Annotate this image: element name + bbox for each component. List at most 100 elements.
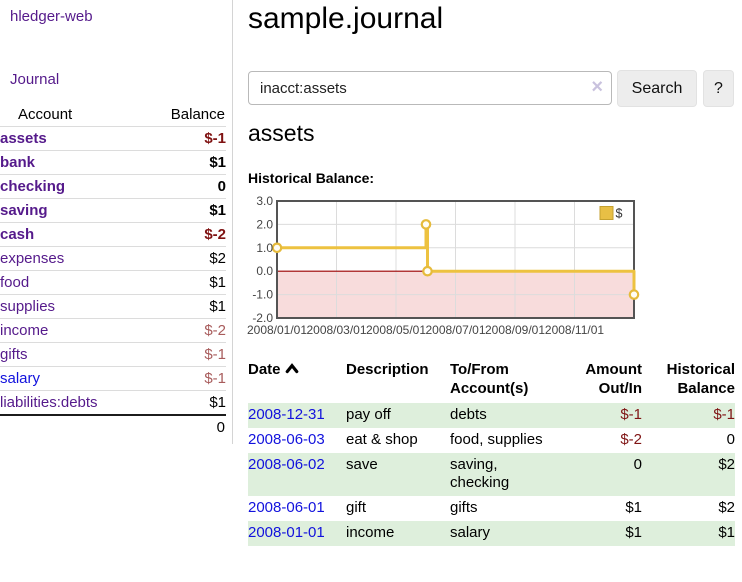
account-balance: $-1	[144, 126, 226, 151]
account-balance: $1	[144, 150, 226, 175]
account-row: bank $1	[0, 150, 226, 175]
account-row: gifts $-1	[0, 342, 226, 367]
account-row: expenses $2	[0, 246, 226, 271]
transaction-date-link[interactable]: 2008-12-31	[248, 406, 325, 423]
account-link-saving[interactable]: saving	[0, 202, 48, 219]
legend-swatch	[599, 206, 614, 220]
sort-ascending-icon	[285, 360, 299, 379]
y-tick: 2.0	[256, 217, 273, 231]
transaction-description: save	[346, 456, 378, 473]
register-row: 2008-12-31 pay off debts $-1 $-1	[248, 403, 735, 428]
account-row: saving $1	[0, 198, 226, 223]
account-link-checking[interactable]: checking	[0, 178, 66, 195]
transaction-date-link[interactable]: 2008-06-01	[248, 499, 325, 516]
help-button[interactable]: ?	[703, 70, 734, 107]
account-balance: $-1	[144, 342, 226, 367]
register-row: 2008-01-01 income salary $1 $1	[248, 521, 735, 546]
account-row: cash $-2	[0, 222, 226, 247]
clear-search-icon[interactable]: ×	[591, 76, 603, 98]
transaction-balance: 0	[726, 431, 735, 448]
x-tick: 2008/03/01	[306, 323, 366, 337]
x-tick: 2008/11/01	[545, 323, 604, 337]
y-tick: 3.0	[256, 194, 273, 208]
plot-border	[276, 200, 635, 319]
transaction-amount: $-1	[620, 406, 642, 423]
page-title: sample.journal	[248, 2, 444, 35]
account-link-supplies[interactable]: supplies	[0, 298, 56, 315]
legend-label: $	[616, 207, 623, 221]
y-axis-ticks: 3.0 2.0 1.0 0.0 -1.0 -2.0	[252, 194, 273, 325]
register-header-balance: Historical Balance	[666, 361, 735, 397]
transaction-description: eat & shop	[346, 431, 418, 448]
sidebar-item-journal[interactable]: Journal	[10, 71, 60, 88]
account-link-food[interactable]: food	[0, 274, 30, 291]
account-row: supplies $1	[0, 294, 226, 319]
account-row: assets $-1	[0, 126, 226, 151]
app-title-link[interactable]: hledger-web	[10, 8, 93, 25]
transaction-amount: $-2	[620, 431, 642, 448]
search-input[interactable]	[248, 71, 612, 105]
chart-legend: $	[599, 206, 623, 221]
transaction-date-link[interactable]: 2008-06-03	[248, 431, 325, 448]
account-link-income[interactable]: income	[0, 322, 49, 339]
account-link-bank[interactable]: bank	[0, 154, 36, 171]
transaction-accounts: debts	[450, 406, 487, 423]
account-balance: $-2	[144, 222, 226, 247]
account-balance: $1	[144, 198, 226, 223]
transaction-balance: $-1	[713, 406, 735, 423]
account-row: checking 0	[0, 174, 226, 199]
main-content: sample.journal × Search ? assets Histori…	[247, 0, 738, 582]
x-tick: 2008/07/01	[425, 323, 485, 337]
transaction-description: pay off	[346, 406, 391, 423]
transaction-amount: $1	[625, 524, 642, 541]
transaction-amount: 0	[633, 456, 642, 473]
transaction-accounts: gifts	[450, 499, 478, 516]
y-tick: -2.0	[252, 311, 273, 325]
transaction-date-link[interactable]: 2008-06-02	[248, 456, 325, 473]
x-tick: 2008/01/01	[247, 323, 307, 337]
search-form: × Search ?	[248, 70, 735, 107]
transaction-balance: $2	[718, 456, 735, 473]
y-tick: -1.0	[252, 288, 273, 302]
search-button[interactable]: Search	[617, 70, 697, 107]
account-link-expenses[interactable]: expenses	[0, 250, 65, 267]
register-header-accounts: To/From Account(s)	[450, 361, 529, 397]
transaction-accounts: food, supplies	[450, 431, 543, 448]
account-link-cash[interactable]: cash	[0, 226, 35, 243]
accounts-total-row: 0	[0, 414, 226, 439]
account-link-salary[interactable]: salary	[0, 370, 41, 387]
account-link-assets[interactable]: assets	[0, 130, 47, 147]
account-balance: $-2	[144, 318, 226, 343]
account-row: liabilities:debts $1	[0, 390, 226, 416]
account-row: food $1	[0, 270, 226, 295]
account-heading: assets	[248, 120, 315, 146]
register-header-date[interactable]: Date	[248, 358, 346, 403]
account-link-liabilities-debts[interactable]: liabilities:debts	[0, 394, 98, 411]
x-tick: 2008/09/01	[485, 323, 545, 337]
vertical-gridlines	[336, 201, 575, 318]
transaction-date-link[interactable]: 2008-01-01	[248, 524, 325, 541]
accounts-total-value: 0	[144, 414, 226, 439]
accounts-header-account: Account	[0, 103, 145, 127]
account-balance: $1	[144, 270, 226, 295]
accounts-header-balance: Balance	[144, 103, 226, 127]
register-header-description: Description	[346, 361, 429, 378]
x-tick: 2008/05/01	[366, 323, 426, 337]
account-balance: $2	[144, 246, 226, 271]
account-balance: $1	[144, 294, 226, 319]
y-tick: 0.0	[256, 264, 273, 278]
sidebar: hledger-web Journal Account Balance asse…	[0, 0, 233, 444]
account-balance: $1	[144, 390, 226, 416]
transaction-balance: $2	[718, 499, 735, 516]
x-axis-ticks: 2008/01/01 2008/03/01 2008/05/01 2008/07…	[247, 323, 604, 337]
y-tick: 1.0	[256, 241, 273, 255]
account-link-gifts[interactable]: gifts	[0, 346, 28, 363]
accounts-header-row: Account Balance	[0, 103, 226, 127]
transaction-description: income	[346, 524, 395, 541]
transaction-accounts: salary	[450, 524, 491, 541]
register-header-amount: Amount Out/In	[585, 361, 642, 397]
accounts-table: Account Balance assets $-1 bank $1 check…	[0, 103, 226, 439]
transaction-amount: $1	[625, 499, 642, 516]
register-header-row: Date Description To/From Account(s) Amou…	[248, 358, 735, 403]
account-row: income $-2	[0, 318, 226, 343]
